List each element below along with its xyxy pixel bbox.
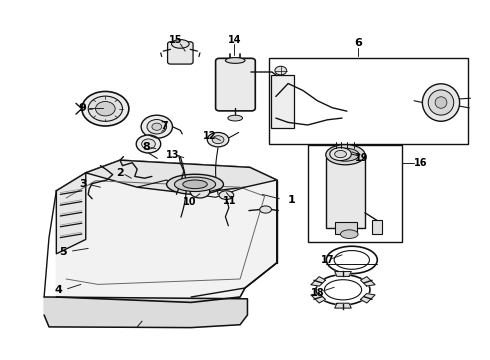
Ellipse shape [341,230,358,238]
Text: 4: 4 [55,285,63,295]
Ellipse shape [260,206,271,213]
Polygon shape [86,160,277,194]
FancyBboxPatch shape [168,42,193,64]
Ellipse shape [167,174,223,194]
Polygon shape [335,303,351,308]
Bar [269,58,468,144]
Ellipse shape [136,135,161,153]
Ellipse shape [332,148,359,161]
Text: 16: 16 [414,158,427,168]
Ellipse shape [183,180,207,189]
Ellipse shape [330,148,351,161]
Ellipse shape [88,96,122,121]
Ellipse shape [190,185,210,198]
Polygon shape [56,160,277,302]
FancyBboxPatch shape [216,58,255,111]
Text: 19: 19 [355,153,368,163]
Text: 15: 15 [169,35,182,45]
Text: 1: 1 [288,195,295,205]
Ellipse shape [326,145,365,165]
Bar [326,158,365,228]
Text: 10: 10 [183,197,197,207]
Polygon shape [311,276,325,286]
Ellipse shape [142,139,155,149]
Polygon shape [361,276,375,286]
Text: 7: 7 [160,121,168,131]
Text: 12: 12 [203,131,217,141]
Ellipse shape [335,150,346,158]
Text: 5: 5 [59,247,67,257]
Bar [271,75,294,129]
Polygon shape [361,293,375,303]
Polygon shape [56,173,86,254]
Text: 9: 9 [78,103,86,113]
Ellipse shape [207,132,229,147]
Text: 8: 8 [142,142,150,152]
Ellipse shape [82,91,129,126]
Bar [335,222,357,234]
Text: 13: 13 [166,150,179,160]
Ellipse shape [141,115,172,138]
Text: 14: 14 [227,35,241,45]
Ellipse shape [275,66,287,75]
Polygon shape [44,297,247,328]
Text: 11: 11 [222,196,236,206]
Ellipse shape [219,191,234,199]
Text: 17: 17 [320,255,334,265]
Text: 2: 2 [116,168,124,178]
Ellipse shape [225,58,245,63]
Text: 6: 6 [354,38,362,48]
Ellipse shape [435,97,447,108]
Polygon shape [311,293,325,303]
Text: 3: 3 [79,179,87,189]
Ellipse shape [152,123,162,130]
Ellipse shape [422,84,460,121]
Ellipse shape [428,90,454,115]
Ellipse shape [174,177,216,192]
Text: 18: 18 [311,288,324,298]
Polygon shape [335,271,351,276]
Ellipse shape [147,120,167,134]
Bar [372,220,382,234]
Ellipse shape [228,115,243,121]
Bar [308,145,402,242]
Ellipse shape [96,102,115,116]
Ellipse shape [172,40,189,48]
Ellipse shape [212,136,224,144]
